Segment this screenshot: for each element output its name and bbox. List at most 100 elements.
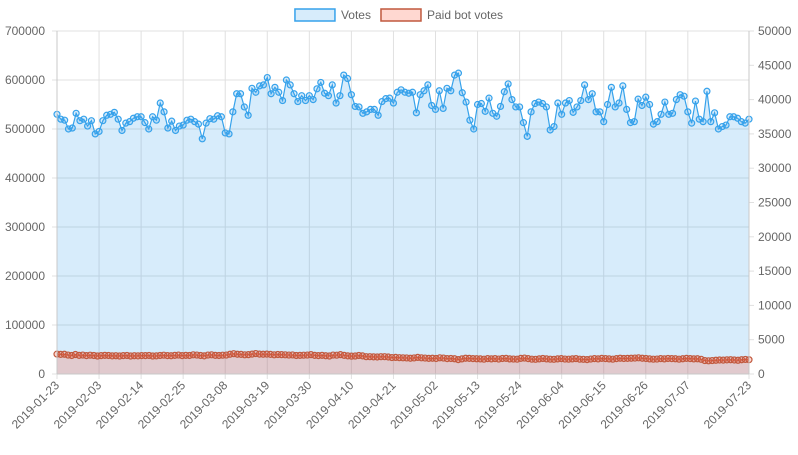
point-votes[interactable] <box>412 109 420 117</box>
point-votes[interactable] <box>527 108 535 116</box>
point-votes[interactable] <box>271 83 279 91</box>
point-votes[interactable] <box>470 125 478 133</box>
point-votes[interactable] <box>114 115 122 123</box>
point-votes[interactable] <box>194 120 203 128</box>
point-votes[interactable] <box>661 98 669 106</box>
point-votes[interactable] <box>95 127 103 136</box>
point-votes[interactable] <box>347 91 355 99</box>
point-votes[interactable] <box>317 78 325 87</box>
point-votes[interactable] <box>603 100 612 109</box>
point-votes[interactable] <box>137 113 145 121</box>
point-votes[interactable] <box>481 107 489 115</box>
point-votes[interactable] <box>290 90 298 98</box>
point-votes[interactable] <box>722 121 730 129</box>
point-votes[interactable] <box>615 99 623 107</box>
point-votes[interactable] <box>580 81 589 89</box>
point-votes[interactable] <box>573 103 581 111</box>
point-votes[interactable] <box>343 74 352 83</box>
point-votes[interactable] <box>535 98 543 106</box>
point-votes[interactable] <box>607 83 615 91</box>
point-votes[interactable] <box>642 93 650 101</box>
point-votes[interactable] <box>355 103 363 111</box>
point-votes[interactable] <box>466 116 474 124</box>
point-votes[interactable] <box>282 76 290 84</box>
point-votes[interactable] <box>550 122 558 131</box>
point-votes[interactable] <box>577 96 585 105</box>
point-votes[interactable] <box>240 103 248 111</box>
point-votes[interactable] <box>336 92 344 100</box>
point-votes[interactable] <box>76 117 84 125</box>
point-votes[interactable] <box>619 82 627 90</box>
point-votes[interactable] <box>129 114 138 122</box>
point-votes[interactable] <box>684 108 692 116</box>
point-votes[interactable] <box>278 96 287 105</box>
point-votes[interactable] <box>301 96 310 105</box>
point-votes[interactable] <box>680 92 688 100</box>
point-votes[interactable] <box>523 132 531 140</box>
point-votes[interactable] <box>477 99 485 108</box>
point-votes[interactable] <box>458 89 466 97</box>
point-votes[interactable] <box>688 119 696 127</box>
point-votes[interactable] <box>554 99 562 107</box>
point-votes[interactable] <box>653 118 661 126</box>
point-votes[interactable] <box>286 81 294 89</box>
point-votes[interactable] <box>493 112 501 120</box>
point-votes[interactable] <box>263 73 271 82</box>
point-votes[interactable] <box>198 135 206 143</box>
point-votes[interactable] <box>313 85 321 93</box>
point-votes[interactable] <box>542 103 550 111</box>
point-votes[interactable] <box>324 92 333 100</box>
point-votes[interactable] <box>420 87 428 95</box>
point-votes[interactable] <box>707 118 715 126</box>
point-votes[interactable] <box>87 117 96 125</box>
point-votes[interactable] <box>516 103 524 111</box>
point-votes[interactable] <box>370 105 378 114</box>
point-votes[interactable] <box>145 125 153 133</box>
point-votes[interactable] <box>718 122 726 131</box>
legend-item-paid-bot-votes[interactable]: Paid bot votes <box>380 8 503 22</box>
legend-item-votes[interactable]: Votes <box>294 8 371 22</box>
legend[interactable]: Votes Paid bot votes <box>294 8 503 22</box>
point-votes[interactable] <box>596 108 604 116</box>
point-votes[interactable] <box>68 124 76 132</box>
point-votes[interactable] <box>500 88 508 96</box>
point-votes[interactable] <box>431 105 440 114</box>
point-votes[interactable] <box>359 109 367 117</box>
point-votes[interactable] <box>225 130 233 138</box>
point-votes[interactable] <box>519 119 528 127</box>
point-votes[interactable] <box>229 108 237 116</box>
point-votes[interactable] <box>275 88 283 96</box>
point-votes[interactable] <box>83 122 92 130</box>
point-votes[interactable] <box>110 108 118 116</box>
point-votes[interactable] <box>106 110 115 118</box>
point-votes[interactable] <box>435 87 443 95</box>
point-votes[interactable] <box>259 81 268 89</box>
point-votes[interactable] <box>462 98 470 106</box>
point-votes[interactable] <box>122 119 130 127</box>
point-votes[interactable] <box>374 111 382 119</box>
point-votes[interactable] <box>118 126 126 135</box>
point-votes[interactable] <box>156 99 164 107</box>
point-votes[interactable] <box>298 92 306 100</box>
point-votes[interactable] <box>569 108 577 116</box>
point-votes[interactable] <box>80 115 88 123</box>
point-votes[interactable] <box>508 95 516 104</box>
point-votes[interactable] <box>691 97 700 105</box>
point-votes[interactable] <box>630 118 638 126</box>
point-votes[interactable] <box>168 117 176 125</box>
point-votes[interactable] <box>657 110 665 118</box>
point-votes[interactable] <box>676 91 684 99</box>
point-votes[interactable] <box>588 90 596 98</box>
point-votes[interactable] <box>634 95 642 103</box>
point-votes[interactable] <box>236 90 245 98</box>
point-votes[interactable] <box>164 124 172 132</box>
point-votes[interactable] <box>309 95 317 104</box>
point-votes[interactable] <box>439 104 447 113</box>
point-votes[interactable] <box>332 99 340 107</box>
point-votes[interactable] <box>454 69 463 77</box>
point-votes[interactable] <box>730 113 738 121</box>
point-votes[interactable] <box>424 81 432 89</box>
point-votes[interactable] <box>531 99 539 108</box>
point-votes[interactable] <box>584 95 593 104</box>
point-votes[interactable] <box>244 111 252 119</box>
